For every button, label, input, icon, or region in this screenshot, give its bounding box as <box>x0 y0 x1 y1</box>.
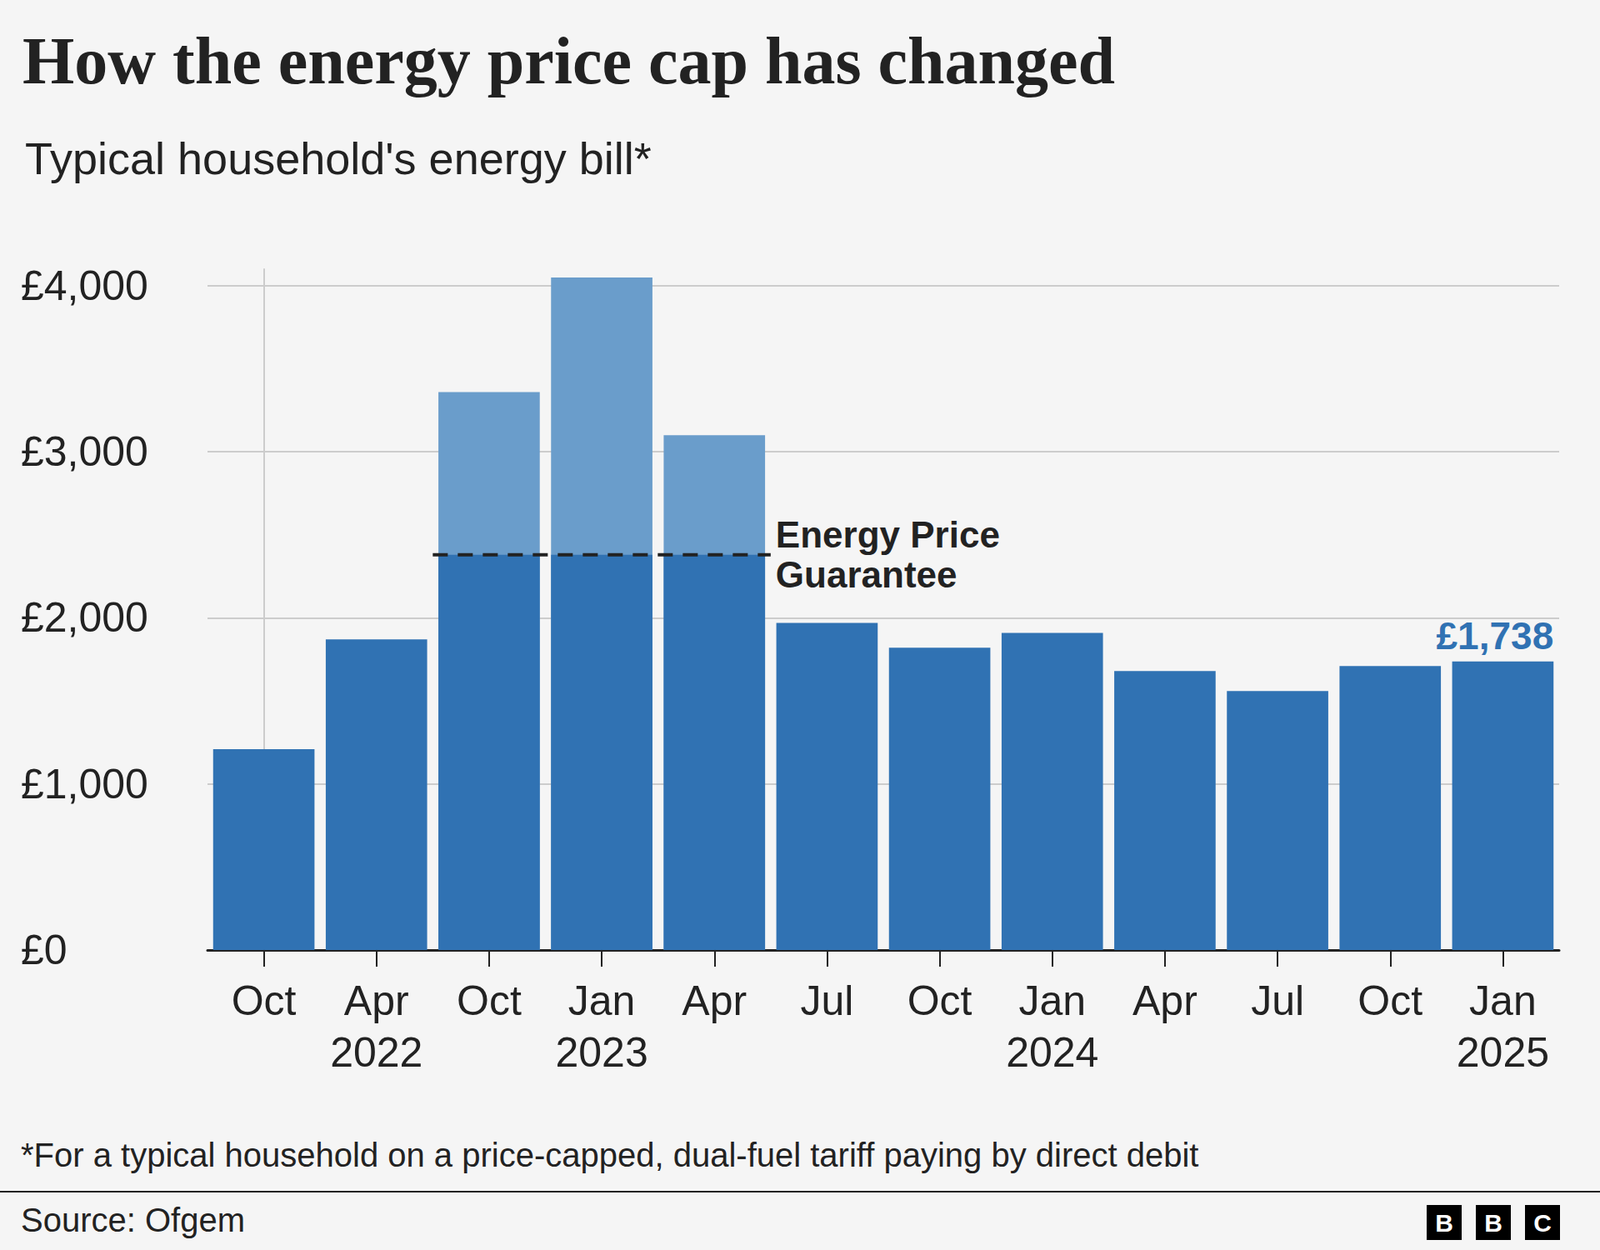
svg-text:*For a typical household on a: *For a typical household on a price-capp… <box>20 1136 1199 1174</box>
svg-text:Energy Price: Energy Price <box>775 514 1000 555</box>
svg-text:Jan: Jan <box>1469 977 1537 1025</box>
svg-text:Apr: Apr <box>681 977 747 1025</box>
svg-text:Jul: Jul <box>800 977 854 1025</box>
svg-text:Oct: Oct <box>231 977 297 1025</box>
svg-text:£1,000: £1,000 <box>20 760 149 808</box>
svg-text:Oct: Oct <box>456 977 522 1025</box>
svg-text:Jul: Jul <box>1250 977 1305 1025</box>
svg-text:2024: 2024 <box>1005 1029 1099 1076</box>
svg-text:Oct: Oct <box>1357 977 1423 1025</box>
svg-text:£0: £0 <box>20 926 68 974</box>
svg-text:£3,000: £3,000 <box>20 428 149 475</box>
svg-text:2023: 2023 <box>555 1029 648 1076</box>
svg-text:£1,738: £1,738 <box>1436 614 1555 658</box>
svg-text:Apr: Apr <box>1132 977 1198 1025</box>
svg-text:Guarantee: Guarantee <box>775 554 958 595</box>
svg-text:Jan: Jan <box>568 977 636 1025</box>
svg-text:B: B <box>1435 1209 1454 1237</box>
svg-text:£2,000: £2,000 <box>20 594 149 641</box>
svg-text:How the energy price cap has c: How the energy price cap has changed <box>22 24 1115 98</box>
svg-text:2025: 2025 <box>1456 1029 1550 1076</box>
svg-text:Source: Ofgem: Source: Ofgem <box>20 1201 245 1239</box>
svg-text:C: C <box>1533 1209 1552 1237</box>
svg-text:Oct: Oct <box>907 977 973 1025</box>
svg-text:B: B <box>1484 1209 1503 1237</box>
svg-text:£4,000: £4,000 <box>20 262 149 310</box>
svg-text:2022: 2022 <box>330 1029 423 1076</box>
svg-text:Typical household's energy bil: Typical household's energy bill* <box>25 133 652 184</box>
svg-text:Apr: Apr <box>344 977 410 1025</box>
svg-text:Jan: Jan <box>1018 977 1086 1025</box>
